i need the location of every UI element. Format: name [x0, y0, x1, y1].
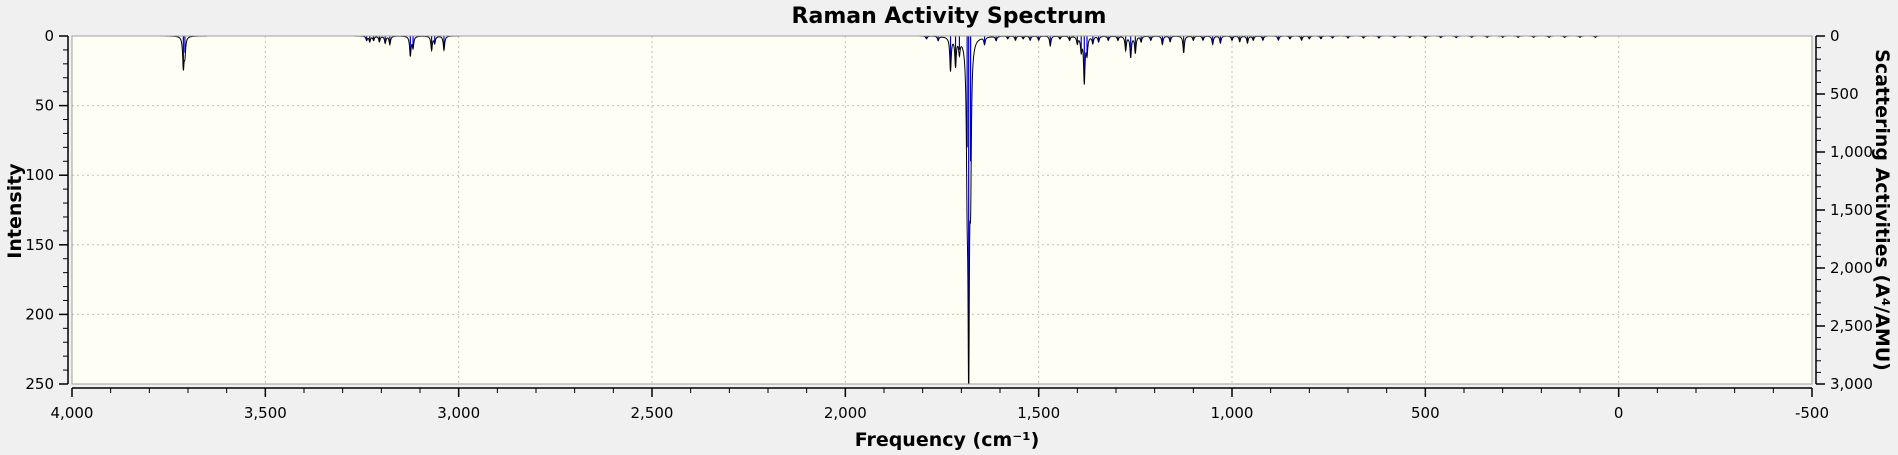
grid — [72, 36, 1812, 384]
x-tick-label: 0 — [1614, 404, 1624, 422]
x-tick-label: -500 — [1795, 404, 1829, 422]
y2-tick-label: 1,000 — [1830, 143, 1873, 161]
plot-area — [72, 36, 1812, 384]
y2-tick-label: 2,500 — [1830, 317, 1873, 335]
x-tick-label: 500 — [1411, 404, 1440, 422]
x-axis-title: Frequency (cm⁻¹) — [855, 429, 1040, 451]
x-tick-label: 1,000 — [1211, 404, 1254, 422]
x-tick-label: 3,500 — [244, 404, 287, 422]
axes: 4,000 3,500 3,000 2,500 2,000 1,500 1,000 500 0-… — [25, 27, 1873, 422]
y-tick-label: 100 — [25, 166, 54, 184]
x-tick-label: 3,000 — [437, 404, 480, 422]
y2-tick-label: 2,000 — [1830, 259, 1873, 277]
y2-tick-label: 0 — [1830, 27, 1840, 45]
y-axis-title: Intensity — [4, 163, 26, 259]
y-tick-label: 50 — [35, 97, 54, 115]
x-tick-label: 1,500 — [1017, 404, 1060, 422]
y-tick-label: 200 — [25, 305, 54, 323]
x-tick-label: 4,000 — [51, 404, 94, 422]
chart-title: Raman Activity Spectrum — [792, 4, 1107, 29]
y-tick-label: 250 — [25, 375, 54, 393]
plot-frame — [71, 35, 1813, 385]
x-tick-label: 2,500 — [631, 404, 674, 422]
y2-axis-title: Scattering Activities (A⁴/AMU) — [1871, 49, 1893, 371]
y-tick-label: 150 — [25, 236, 54, 254]
y2-tick-label: 3,000 — [1830, 375, 1873, 393]
y-tick-label: 0 — [44, 27, 54, 45]
y2-tick-label: 1,500 — [1830, 201, 1873, 219]
y2-tick-label: 500 — [1830, 85, 1859, 103]
x-tick-label: 2,000 — [824, 404, 867, 422]
